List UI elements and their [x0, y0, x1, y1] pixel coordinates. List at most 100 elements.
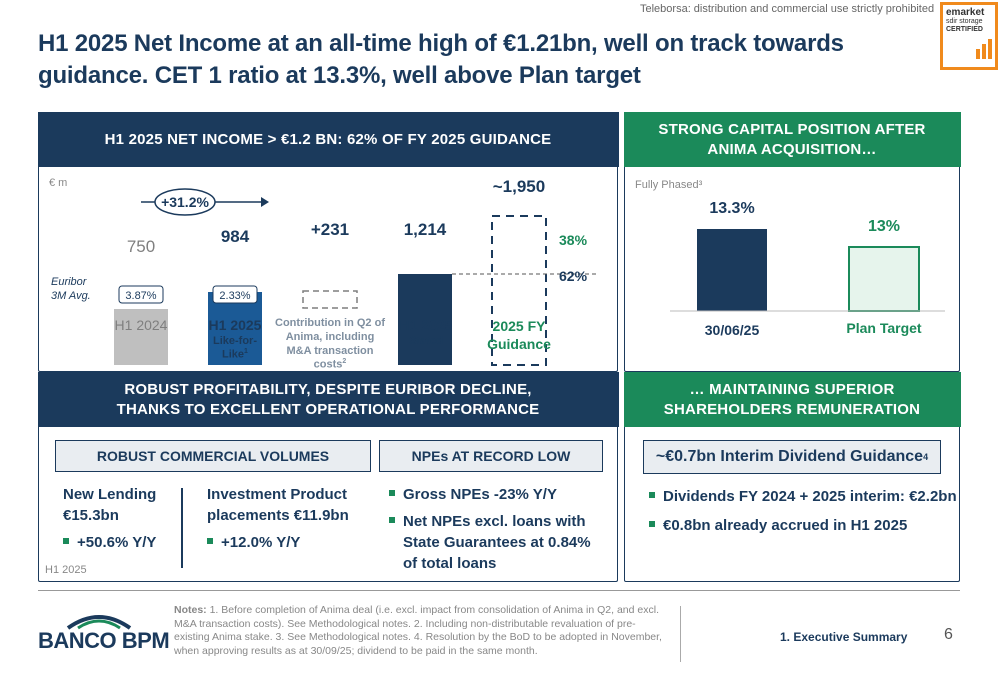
remuneration-panel: … MAINTAINING SUPERIOR SHAREHOLDERS REMU… [623, 372, 961, 582]
cat-anima-contribution: Contribution in Q2 of Anima, including M… [275, 317, 385, 371]
bar-h1-2024 [114, 309, 168, 365]
dividend-guidance-sup: 4 [923, 452, 929, 462]
dividend-bullet-2: €0.8bn already accrued in H1 2025 [663, 517, 908, 534]
footer-vline [680, 606, 681, 662]
investment-line2: placements €11.9bn [207, 507, 349, 524]
badge-line3: CERTIFIED [946, 26, 983, 34]
new-lending-line1: New Lending [63, 486, 157, 503]
value-label-1214: 1,214 [404, 220, 447, 239]
net-income-header: H1 2025 NET INCOME > €1.2 BN: 62% OF FY … [37, 112, 619, 167]
title-line2: guidance. CET 1 ratio at 13.3%, well abo… [38, 62, 641, 90]
growth-oval [154, 188, 216, 216]
value-label-1950: ~1,950 [493, 177, 545, 196]
profitability-panel: ROBUST PROFITABILITY, DESPITE EURIBOR DE… [37, 372, 619, 582]
pct-62: 62% [559, 268, 588, 284]
dividend-guidance-box: ~€0.7bn Interim Dividend Guidance 4 [643, 440, 941, 474]
profitability-header: ROBUST PROFITABILITY, DESPITE EURIBOR DE… [37, 372, 619, 427]
new-lending-line2: €15.3bn [63, 507, 119, 524]
footer-divider [38, 590, 960, 591]
commercial-volumes-label: ROBUST COMMERCIAL VOLUMES [96, 448, 330, 464]
profitability-header-line2: THANKS TO EXCELLENT OPERATIONAL PERFORMA… [116, 400, 540, 418]
cet1-value-actual: 13.3% [709, 200, 754, 217]
badge-bars-icon [976, 38, 992, 59]
disclaimer: Teleborsa: distribution and commercial u… [640, 3, 935, 15]
npe-box: NPEs AT RECORD LOW [379, 440, 603, 472]
npe-bullets: Gross NPEs -23% Y/Y Net NPEs excl. loans… [389, 484, 591, 574]
bar-anima-contribution [302, 290, 358, 309]
value-label-231: +231 [311, 220, 349, 239]
euribor-label-2: 3M Avg. [51, 290, 91, 302]
volumes-divider [181, 488, 183, 568]
banco-bpm-logo: BANCO BPM [38, 608, 170, 656]
bullet-icon [63, 538, 69, 545]
bullet-icon [389, 490, 395, 497]
badge-line1: emarket [946, 7, 985, 18]
footnotes: Notes: 1. Before completion of Anima dea… [174, 604, 662, 659]
bullet-icon [207, 538, 213, 545]
euribor-value-2025: 2.33% [219, 290, 250, 302]
growth-arrow-icon [261, 197, 269, 207]
cet1-chart: Fully Phased³ 13.3% 13% 30/06/25 Plan Ta… [635, 179, 945, 338]
cat-plan-target: Plan Target [846, 320, 922, 336]
net-income-chart: € m +31.2% Euribor 3M Avg. 3.87% 2.33% 7… [49, 177, 599, 366]
bullet-icon [649, 521, 655, 528]
notes-label: Notes: [174, 604, 207, 616]
bullet-icon [649, 492, 655, 499]
value-label-984: 984 [221, 227, 250, 246]
unit-label: € m [49, 177, 67, 189]
section-label: 1. Executive Summary [780, 630, 908, 644]
euribor-pill-2025 [212, 285, 258, 304]
investment-line1: Investment Product [207, 486, 348, 503]
value-label-750: 750 [127, 237, 155, 256]
net-npe-line2: State Guarantees at 0.84% [403, 534, 591, 551]
fully-phased-label: Fully Phased³ [635, 179, 703, 191]
capital-header: STRONG CAPITAL POSITION AFTER ANIMA ACQU… [623, 112, 961, 167]
remuneration-header: … MAINTAINING SUPERIOR SHAREHOLDERS REMU… [623, 372, 961, 427]
bar-h1-2025-stated [398, 274, 452, 365]
period-label: H1 2025 [45, 564, 87, 576]
new-lending: New Lending €15.3bn +50.6% Y/Y [63, 484, 156, 553]
bar-cet1-actual [697, 229, 767, 311]
net-npe-line1: Net NPEs excl. loans with [403, 513, 586, 530]
cat-fy-2025-guidance: 2025 FY Guidance [487, 318, 551, 353]
pct-38: 38% [559, 232, 588, 248]
bullet-icon [389, 517, 395, 524]
title-line1: H1 2025 Net Income at an all-time high o… [38, 30, 844, 57]
page-number: 6 [944, 626, 953, 643]
notes-text: 1. Before completion of Anima deal (i.e.… [174, 604, 662, 657]
cet1-value-target: 13% [868, 218, 900, 235]
net-income-panel: H1 2025 NET INCOME > €1.2 BN: 62% OF FY … [37, 112, 619, 372]
euribor-pill-2024 [118, 285, 164, 304]
page-title: H1 2025 Net Income at an all-time high o… [38, 28, 844, 93]
remuneration-header-line2: SHAREHOLDERS REMUNERATION [663, 400, 921, 418]
npe-label: NPEs AT RECORD LOW [411, 448, 571, 464]
commercial-volumes-box: ROBUST COMMERCIAL VOLUMES [55, 440, 371, 472]
logo-arc-icon [66, 615, 132, 630]
euribor-value-2024: 3.87% [125, 290, 156, 302]
cat-h1-2025-lfl: H1 2025 Like-for- Like1 [208, 317, 262, 361]
euribor-label-1: Euribor [51, 276, 88, 288]
bar-cet1-target [848, 246, 920, 312]
cat-h1-2025-stated: H1 2025 Stated [399, 317, 453, 347]
growth-label: +31.2% [161, 194, 209, 210]
badge-line2: sdir storage [946, 18, 983, 25]
investment-product: Investment Product placements €11.9bn +1… [207, 484, 349, 553]
dividend-bullet-1: Dividends FY 2024 + 2025 interim: €2.2bn [663, 488, 957, 505]
logo-text: BANCO BPM [38, 628, 170, 653]
capital-panel: STRONG CAPITAL POSITION AFTER ANIMA ACQU… [623, 112, 961, 372]
remuneration-header-line1: … MAINTAINING SUPERIOR [689, 381, 895, 398]
gross-npe: Gross NPEs -23% Y/Y [403, 486, 557, 503]
capital-header-line2: ANIMA ACQUISITION… [707, 140, 877, 158]
cat-30-06-25: 30/06/25 [705, 322, 760, 338]
new-lending-growth: +50.6% Y/Y [77, 534, 157, 551]
profitability-header-line1: ROBUST PROFITABILITY, DESPITE EURIBOR DE… [124, 381, 532, 398]
dividend-guidance-label: ~€0.7bn Interim Dividend Guidance [655, 448, 924, 465]
net-npe-line3: of total loans [403, 555, 497, 572]
emarket-badge: emarket sdir storage CERTIFIED [940, 2, 998, 70]
investment-growth: +12.0% Y/Y [221, 534, 301, 551]
cat-h1-2024: H1 2024 [114, 317, 168, 333]
net-income-header-text: H1 2025 NET INCOME > €1.2 BN: 62% OF FY … [104, 130, 552, 148]
dividend-bullets: Dividends FY 2024 + 2025 interim: €2.2bn… [649, 486, 957, 536]
bar-h1-2025-lfl [208, 292, 262, 365]
bar-fy-2025-guidance [491, 215, 547, 366]
